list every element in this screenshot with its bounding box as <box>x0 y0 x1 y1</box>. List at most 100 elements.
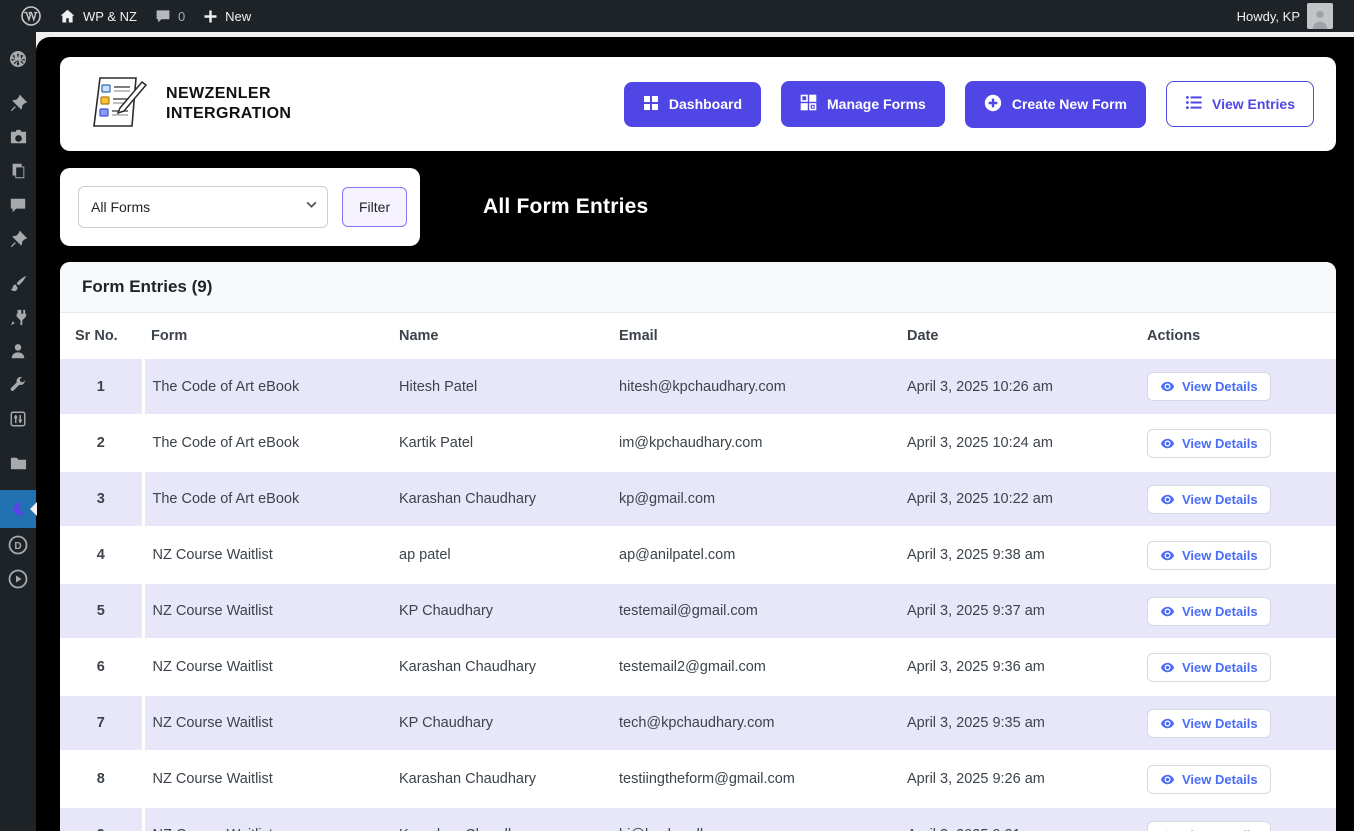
table-row: 2 The Code of Art eBook Kartik Patel im@… <box>60 415 1336 471</box>
sidebar-item-divi[interactable]: D <box>0 528 36 562</box>
newzenler-logo <box>86 74 152 135</box>
qr-grid-icon <box>800 94 817 114</box>
dashboard-icon <box>8 49 28 69</box>
cell-date: April 3, 2025 9:37 am <box>907 603 1045 619</box>
sidebar-item-settings[interactable] <box>0 402 36 436</box>
view-details-button[interactable]: View Details <box>1147 708 1271 738</box>
view-details-button[interactable]: View Details <box>1147 372 1271 401</box>
filter-row: All Forms Filter All Form Entries <box>60 168 1336 246</box>
cell-email: kp@gmail.com <box>619 491 716 507</box>
sidebar-item-media[interactable] <box>0 120 36 154</box>
cell-email: testiingtheform@gmail.com <box>619 771 795 787</box>
media-icon <box>9 128 28 147</box>
view-details-label: View Details <box>1182 771 1258 787</box>
cell-date: April 3, 2025 9:35 am <box>907 715 1045 731</box>
brand: NEWZENLER INTERGRATION <box>86 74 291 135</box>
table-row: 7 NZ Course Waitlist KP Chaudhary tech@k… <box>60 695 1336 751</box>
plus-circle-icon <box>984 94 1002 115</box>
column-header-actions: Actions <box>1147 328 1201 344</box>
cell-form: NZ Course Waitlist <box>152 771 273 787</box>
view-details-button[interactable]: View Details <box>1147 484 1271 514</box>
table-row: 8 NZ Course Waitlist Karashan Chaudhary … <box>60 751 1336 807</box>
cell-date: April 3, 2025 9:38 am <box>907 547 1045 563</box>
table-row: 3 The Code of Art eBook Karashan Chaudha… <box>60 471 1336 527</box>
view-details-button[interactable]: View Details <box>1147 428 1271 458</box>
pushpin-icon <box>9 230 28 249</box>
new-content-menu[interactable]: New <box>194 0 260 32</box>
paintbrush-icon <box>9 274 28 293</box>
cell-form: The Code of Art eBook <box>152 491 300 507</box>
wrench-icon <box>9 376 27 394</box>
create-new-form-button[interactable]: Create New Form <box>964 80 1146 128</box>
wordpress-logo-icon <box>21 6 41 26</box>
view-details-label: View Details <box>1182 491 1258 507</box>
cell-srno: 3 <box>60 471 145 527</box>
form-filter-wrap: All Forms <box>78 186 328 228</box>
brand-line2: INTERGRATION <box>166 105 292 122</box>
plus-icon <box>203 9 218 24</box>
sliders-icon <box>9 410 27 428</box>
cell-name: Karashan Chaudhary <box>399 491 537 507</box>
wp-logo-menu[interactable] <box>12 0 50 32</box>
view-details-label: View Details <box>1182 603 1258 619</box>
user-icon <box>9 342 27 360</box>
plugin-page: NEWZENLER INTERGRATION Dashboard Manage … <box>36 37 1354 831</box>
cell-email: testemail@gmail.com <box>619 603 758 619</box>
view-entries-button[interactable]: View Entries <box>1165 81 1314 127</box>
cell-date: April 3, 2025 9:21 am <box>899 807 1139 831</box>
plugin-header-card: NEWZENLER INTERGRATION Dashboard Manage … <box>60 57 1336 151</box>
column-header-name: Name <box>399 328 439 344</box>
new-label: New <box>225 8 252 24</box>
form-filter-select[interactable]: All Forms <box>78 186 328 228</box>
cell-srno: 1 <box>60 359 145 415</box>
view-details-label: View Details <box>1182 828 1258 831</box>
sidebar-item-folder-plugin[interactable] <box>0 446 36 480</box>
sidebar-item-users[interactable] <box>0 334 36 368</box>
manage-forms-button-label: Manage Forms <box>827 96 926 112</box>
page-title: All Form Entries <box>483 195 649 218</box>
view-details-button[interactable]: View Details <box>1147 652 1271 682</box>
entries-table-body: 1 The Code of Art eBook Hitesh Patel hit… <box>60 359 1336 831</box>
sidebar-item-tools[interactable] <box>0 368 36 402</box>
view-details-button[interactable]: View Details <box>1147 764 1271 794</box>
sidebar-item-comments[interactable] <box>0 188 36 222</box>
cell-name: Kartik Patel <box>399 435 474 451</box>
sidebar-item-plugins[interactable] <box>0 300 36 334</box>
filter-button[interactable]: Filter <box>342 187 408 227</box>
view-details-button[interactable]: View Details <box>1147 540 1271 570</box>
wp-content-area: NEWZENLER INTERGRATION Dashboard Manage … <box>36 32 1354 831</box>
cell-name: Karashan Chaudhary <box>399 659 537 675</box>
play-circle-icon <box>8 569 28 589</box>
cell-date: April 3, 2025 9:26 am <box>907 771 1045 787</box>
column-header-form: Form <box>151 328 188 344</box>
pushpin-icon <box>9 94 28 113</box>
site-name-menu[interactable]: WP & NZ <box>50 0 146 32</box>
sidebar-item-video[interactable] <box>0 562 36 596</box>
pages-icon <box>9 162 27 180</box>
cell-form: NZ Course Waitlist <box>143 807 391 831</box>
manage-forms-button[interactable]: Manage Forms <box>781 81 945 127</box>
comments-menu[interactable]: 0 <box>146 0 194 32</box>
sidebar-item-dashboard[interactable] <box>0 42 36 76</box>
cell-name: Karashan Chaudhary <box>391 807 611 831</box>
howdy-menu[interactable]: Howdy, KP <box>1228 0 1342 32</box>
plug-icon <box>9 308 28 327</box>
sidebar-item-posts[interactable] <box>0 86 36 120</box>
view-details-button[interactable]: View Details <box>1147 820 1271 831</box>
cell-name: Karashan Chaudhary <box>399 771 537 787</box>
cell-form: The Code of Art eBook <box>152 378 300 395</box>
eye-icon <box>1160 716 1175 731</box>
dashboard-button-label: Dashboard <box>668 96 743 112</box>
view-details-label: View Details <box>1182 547 1258 563</box>
wp-admin-sidebar: D <box>0 32 37 831</box>
cell-form: NZ Course Waitlist <box>152 659 273 675</box>
moon-icon <box>9 500 27 518</box>
sidebar-item-appearance[interactable] <box>0 266 36 300</box>
sidebar-item-newzenler-active[interactable] <box>0 490 37 528</box>
eye-icon <box>1160 604 1175 619</box>
sidebar-item-custom-posts[interactable] <box>0 222 36 256</box>
dashboard-button[interactable]: Dashboard <box>623 81 762 127</box>
view-details-label: View Details <box>1182 659 1258 675</box>
view-details-button[interactable]: View Details <box>1147 596 1271 626</box>
sidebar-item-pages[interactable] <box>0 154 36 188</box>
